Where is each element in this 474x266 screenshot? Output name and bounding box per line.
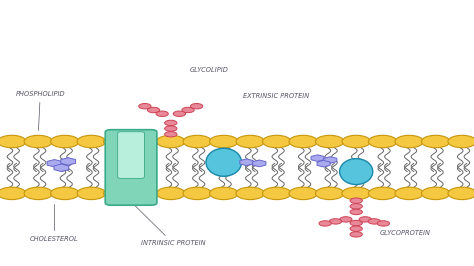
Circle shape [359,217,372,222]
Text: EXTRINSIC PROTEIN: EXTRINSIC PROTEIN [243,93,309,99]
Text: GLYCOPROTEIN: GLYCOPROTEIN [380,230,431,236]
Circle shape [147,107,160,113]
Polygon shape [47,160,62,167]
Circle shape [139,103,151,109]
Circle shape [173,111,185,117]
Text: INTRINSIC PROTEIN: INTRINSIC PROTEIN [133,204,205,246]
Circle shape [130,135,158,148]
FancyBboxPatch shape [105,130,157,205]
Circle shape [421,187,450,200]
Circle shape [210,187,238,200]
Circle shape [350,209,362,215]
Polygon shape [240,159,253,166]
Polygon shape [311,155,324,161]
Circle shape [289,135,318,148]
Text: Easy Diagram Of Cell Membrane: Easy Diagram Of Cell Membrane [74,20,400,38]
Circle shape [236,187,264,200]
Polygon shape [317,160,330,167]
Circle shape [104,135,132,148]
Circle shape [350,226,362,231]
Circle shape [395,135,423,148]
Circle shape [350,232,362,237]
Circle shape [319,221,331,226]
Circle shape [448,187,474,200]
Circle shape [77,135,106,148]
Circle shape [329,219,342,224]
Ellipse shape [339,159,373,185]
Circle shape [24,135,53,148]
Circle shape [236,135,264,148]
Circle shape [24,187,53,200]
Circle shape [263,135,291,148]
Text: PHOSPHOLIPID: PHOSPHOLIPID [16,91,65,130]
Circle shape [368,135,397,148]
Circle shape [164,126,177,131]
Polygon shape [324,157,337,163]
Circle shape [340,217,352,222]
Circle shape [77,187,106,200]
Text: GLYCOLIPID: GLYCOLIPID [190,67,228,73]
Circle shape [191,103,203,109]
Circle shape [51,187,79,200]
Circle shape [395,187,423,200]
Circle shape [316,187,344,200]
Circle shape [263,187,291,200]
Circle shape [156,187,185,200]
Circle shape [0,135,26,148]
Circle shape [368,219,381,224]
Circle shape [368,187,397,200]
Circle shape [104,187,132,200]
Circle shape [316,135,344,148]
Text: CHOLESTEROL: CHOLESTEROL [30,205,79,242]
Polygon shape [61,158,75,165]
Circle shape [183,135,211,148]
Circle shape [130,187,158,200]
Circle shape [156,111,168,117]
Circle shape [350,198,362,203]
Polygon shape [54,164,69,172]
Circle shape [342,135,370,148]
Circle shape [377,221,390,226]
Circle shape [183,187,211,200]
Circle shape [421,135,450,148]
Circle shape [289,187,318,200]
Polygon shape [253,160,266,167]
Circle shape [164,132,177,137]
Circle shape [350,203,362,209]
Circle shape [51,135,79,148]
Circle shape [182,107,194,113]
Circle shape [350,220,362,226]
FancyBboxPatch shape [118,132,145,178]
Circle shape [210,135,238,148]
Ellipse shape [206,148,242,176]
Circle shape [448,135,474,148]
Circle shape [164,120,177,126]
Circle shape [342,187,370,200]
Circle shape [0,187,26,200]
Circle shape [156,135,185,148]
